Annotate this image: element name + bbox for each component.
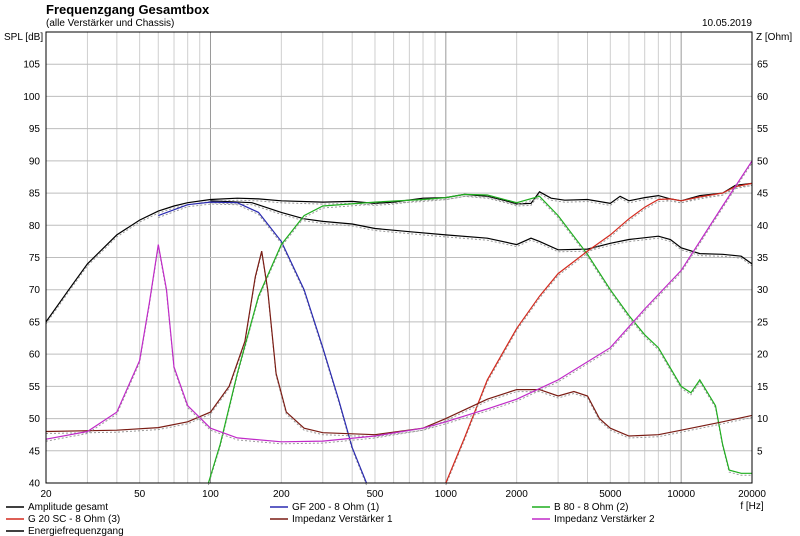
- x-tick-labels: 20 50 100 200 500 1000 2000 5000 10000 20000: [40, 489, 766, 500]
- left-tick-label: 65: [29, 317, 41, 328]
- left-tick-labels: 40 45 50 55 60 65 70 75 80 85 90 95 100 105: [23, 60, 40, 490]
- right-tick-label: 55: [757, 124, 769, 135]
- series-lines: [45, 160, 753, 486]
- left-tick-label: 55: [29, 382, 41, 393]
- series-line-impedanz-verst-rker-2: [45, 160, 753, 443]
- chart-date: 10.05.2019: [702, 18, 752, 29]
- series-shadow-g-20-sc-8-ohm-3: [445, 184, 753, 486]
- left-tick-label: 40: [29, 479, 41, 490]
- right-tick-label: 65: [757, 60, 769, 71]
- left-tick-label: 95: [29, 124, 41, 135]
- series-line-energiefrequenzgang: [210, 200, 753, 265]
- left-tick-label: 100: [23, 92, 40, 103]
- legend-label: Impedanz Verstärker 2: [554, 514, 655, 525]
- x-tick-label: 200: [273, 489, 290, 500]
- chart-title: Frequenzgang Gesamtbox: [46, 2, 210, 17]
- right-tick-label: 35: [757, 253, 769, 264]
- x-tick-label: 20: [40, 489, 52, 500]
- left-tick-label: 75: [29, 253, 41, 264]
- left-tick-label: 60: [29, 350, 41, 361]
- x-tick-label: 20000: [738, 489, 766, 500]
- x-tick-label: 5000: [599, 489, 622, 500]
- chart-subtitle: (alle Verstärker und Chassis): [46, 18, 174, 29]
- right-tick-label: 10: [757, 414, 769, 425]
- grid: [45, 32, 753, 483]
- series-line-gf-200-8-ohm-1: [158, 201, 368, 484]
- x-tick-label: 500: [367, 489, 384, 500]
- plot-frame: [45, 31, 753, 484]
- right-tick-label: 45: [757, 189, 769, 200]
- legend-label: Amplitude gesamt: [28, 502, 108, 513]
- left-tick-label: 80: [29, 221, 41, 232]
- series-shadow-gf-200-8-ohm-1: [158, 203, 367, 486]
- x-tick-label: 50: [134, 489, 146, 500]
- right-tick-label: 40: [757, 221, 769, 232]
- x-tick-label: 10000: [667, 489, 695, 500]
- right-tick-label: 20: [757, 350, 769, 361]
- left-tick-label: 85: [29, 189, 41, 200]
- right-tick-label: 60: [757, 92, 769, 103]
- series-shadow-b-80-8-ohm-2: [207, 195, 752, 486]
- right-tick-label: 25: [757, 317, 769, 328]
- left-tick-label: 70: [29, 285, 41, 296]
- right-axis-label: Z [Ohm]: [756, 32, 792, 43]
- right-tick-label: 30: [757, 285, 769, 296]
- legend-label: Energiefrequenzgang: [28, 526, 124, 536]
- series-shadow-impedanz-verst-rker-1: [45, 252, 753, 439]
- legend: Amplitude gesamt GF 200 - 8 Ohm (1) B 80 -…: [6, 502, 655, 536]
- legend-label: B 80 - 8 Ohm (2): [554, 502, 628, 513]
- series-line-g-20-sc-8-ohm-3: [445, 182, 753, 484]
- right-tick-label: 15: [757, 382, 769, 393]
- x-tick-label: 2000: [506, 489, 529, 500]
- right-tick-labels: 5 10 15 20 25 30 35 40 45 50 55 60 65: [757, 60, 769, 458]
- legend-label: Impedanz Verstärker 1: [292, 514, 393, 525]
- x-tick-label: 1000: [435, 489, 458, 500]
- legend-label: GF 200 - 8 Ohm (1): [292, 502, 379, 513]
- x-axis-label: f [Hz]: [740, 501, 764, 512]
- series-shadow-impedanz-verst-rker-2: [45, 162, 753, 445]
- right-tick-label: 50: [757, 156, 769, 167]
- left-tick-label: 105: [23, 60, 40, 71]
- legend-label: G 20 SC - 8 Ohm (3): [28, 514, 120, 525]
- left-tick-label: 50: [29, 414, 41, 425]
- series-line-b-80-8-ohm-2: [207, 193, 752, 484]
- right-tick-label: 5: [757, 446, 763, 457]
- left-tick-label: 45: [29, 446, 41, 457]
- series-line-amplitude-gesamt: [45, 182, 753, 323]
- left-axis-label: SPL [dB]: [4, 32, 43, 43]
- left-tick-label: 90: [29, 156, 41, 167]
- series-line-impedanz-verst-rker-1: [45, 250, 753, 437]
- series-shadow-amplitude-gesamt: [45, 184, 753, 325]
- x-tick-label: 100: [202, 489, 219, 500]
